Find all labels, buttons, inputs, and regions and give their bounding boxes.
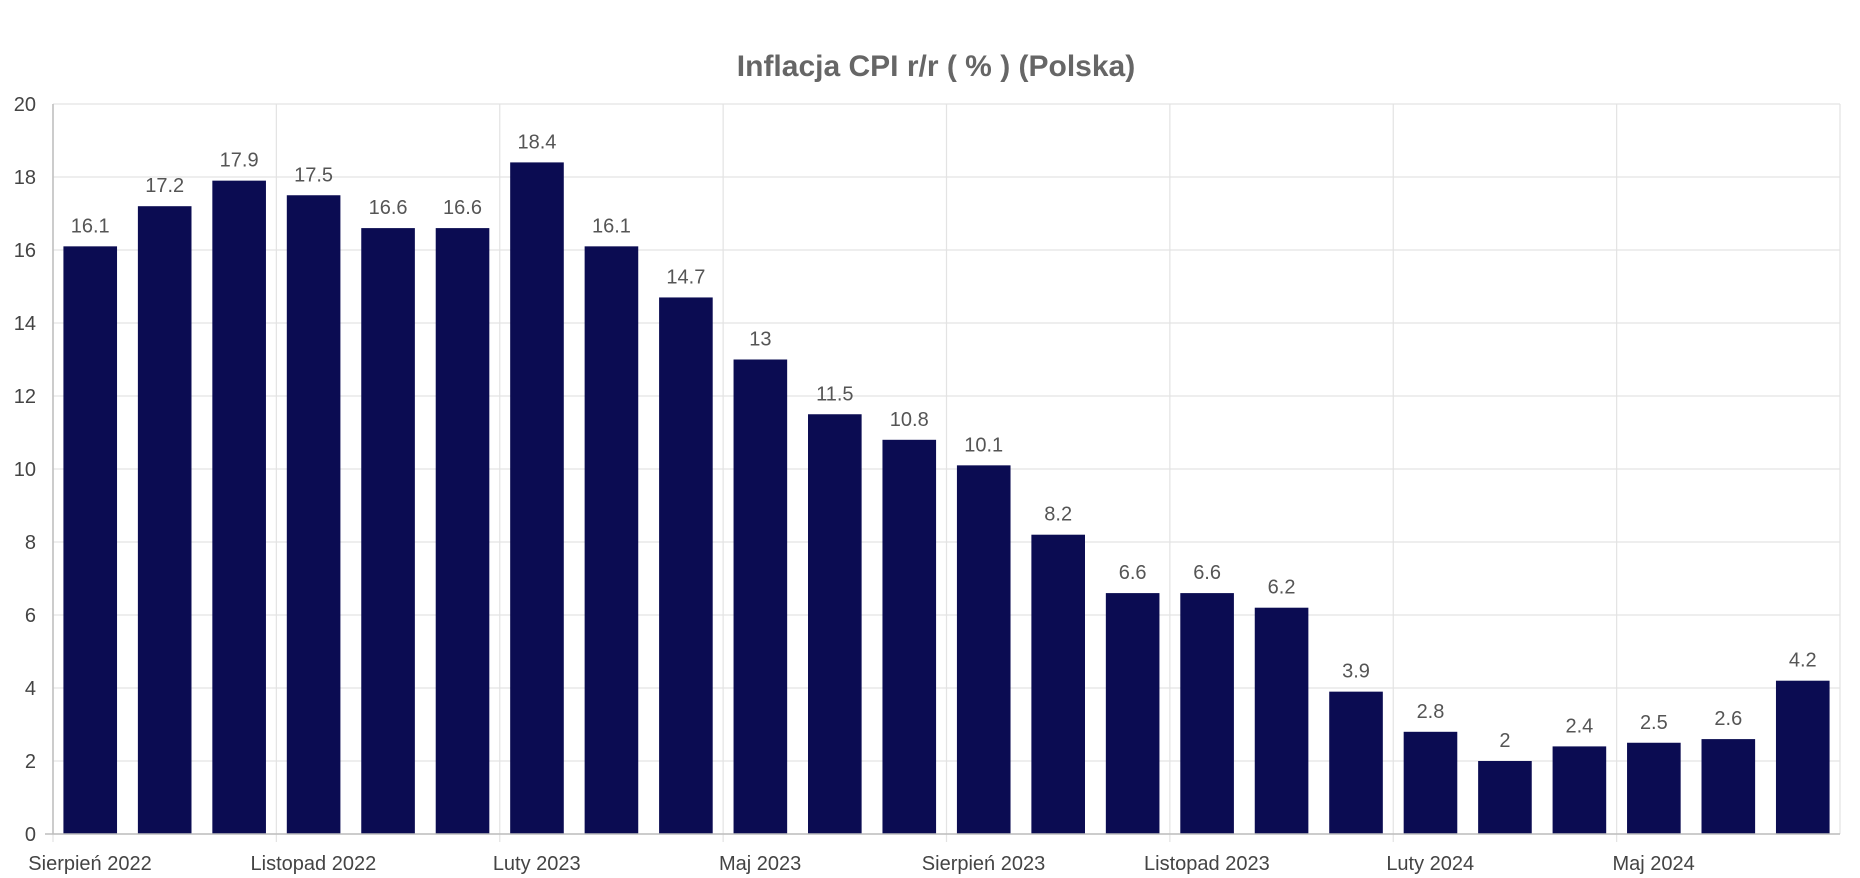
bar-value-label: 2.6 [1714,708,1742,730]
bar-value-label: 2.4 [1565,715,1593,737]
bar-value-label: 6.6 [1119,562,1147,584]
bar[interactable] [882,439,937,834]
bar[interactable] [63,246,118,835]
bar[interactable] [584,246,639,835]
data-labels-layer: 16.1 17.2 17.9 17.5 16.6 16.6 18.4 16.1 14.7 13 11… [71,131,1817,752]
bar[interactable] [1105,593,1160,834]
x-tick-label: Listopad 2022 [251,853,377,875]
bar[interactable] [137,206,192,834]
bars-layer [63,162,1830,835]
bar[interactable] [1627,742,1681,834]
y-tick-label: 16 [14,240,36,262]
y-tick-label: 6 [25,605,36,627]
y-tick-label: 20 [14,94,36,116]
bar-value-label: 17.9 [220,150,259,172]
bar-value-label: 18.4 [518,131,557,153]
bar-value-label: 14.7 [666,266,705,288]
bar[interactable] [659,297,713,834]
x-tick-label: Sierpień 2022 [28,853,151,875]
bar[interactable] [1701,739,1756,834]
bar-value-label: 10.1 [964,434,1003,456]
bar-value-label: 6.2 [1268,577,1296,599]
axis-layer: 0 2 4 6 8 10 12 14 16 18 20 Sierpień 2022 Listopad 2… [14,94,1840,875]
bar-value-label: 2.8 [1417,701,1445,723]
y-tick-label: 12 [14,386,36,408]
chart-title: Inflacja CPI r/r ( % ) (Polska) [737,50,1135,83]
bar[interactable] [1403,731,1458,834]
bar-value-label: 17.5 [294,164,333,186]
bar-value-label: 6.6 [1193,562,1221,584]
bar-value-label: 2.5 [1640,712,1668,734]
bar[interactable] [361,228,415,835]
bar[interactable] [956,465,1011,834]
bar[interactable] [1254,607,1309,834]
bar-value-label: 10.8 [890,409,929,431]
bar-value-label: 16.6 [443,197,482,219]
bar[interactable] [1180,593,1234,834]
bar-value-label: 8.2 [1044,504,1072,526]
bar[interactable] [808,414,862,834]
bar-value-label: 17.2 [145,175,184,197]
x-tick-label: Maj 2024 [1612,853,1694,875]
bar-value-label: 4.2 [1789,650,1817,672]
x-tick-label: Luty 2023 [493,853,581,875]
bar[interactable] [1775,680,1830,834]
bar-value-label: 2 [1499,730,1510,752]
bar[interactable] [435,228,490,835]
y-tick-label: 0 [25,824,36,846]
bar[interactable] [733,359,788,835]
bar[interactable] [1329,691,1383,834]
bar[interactable] [510,162,564,834]
bar[interactable] [1031,534,1085,834]
bar-value-label: 11.5 [816,383,853,405]
y-tick-label: 10 [14,459,36,481]
y-tick-label: 2 [25,751,36,773]
bar-value-label: 3.9 [1342,661,1370,683]
y-tick-label: 8 [25,532,36,554]
y-tick-label: 4 [25,678,36,700]
bar[interactable] [212,180,266,834]
bar[interactable] [1552,746,1607,834]
x-tick-label: Listopad 2023 [1144,853,1270,875]
x-tick-label: Luty 2024 [1386,853,1474,875]
bar-value-label: 16.6 [369,197,408,219]
bar-value-label: 16.1 [592,215,631,237]
x-tick-label: Maj 2023 [719,853,801,875]
x-tick-label: Sierpień 2023 [922,853,1045,875]
bar-value-label: 16.1 [71,215,110,237]
bar[interactable] [1478,761,1532,834]
y-tick-label: 14 [14,313,36,335]
bar-value-label: 13 [749,329,771,351]
y-tick-label: 18 [14,167,36,189]
bar[interactable] [286,195,341,834]
